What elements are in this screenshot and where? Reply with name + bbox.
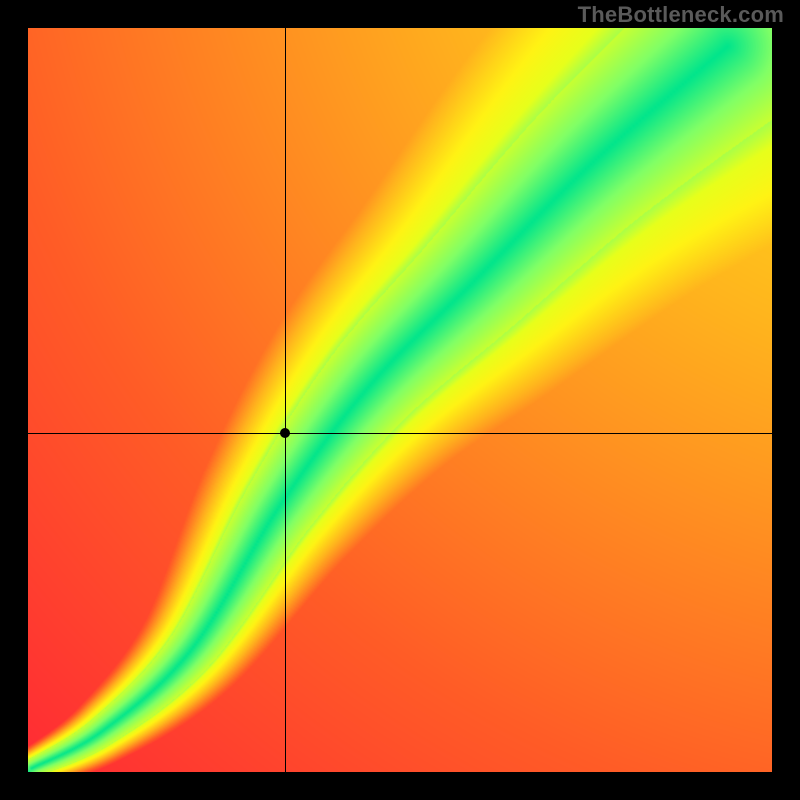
plot-border-right bbox=[772, 24, 776, 776]
plot-border-bottom bbox=[24, 772, 776, 776]
bottleneck-heatmap-canvas bbox=[28, 28, 772, 772]
crosshair-vertical bbox=[285, 28, 286, 772]
crosshair-horizontal bbox=[28, 433, 772, 434]
watermark-text: TheBottleneck.com bbox=[578, 2, 784, 28]
plot-border-left bbox=[24, 24, 28, 776]
crosshair-marker bbox=[280, 428, 290, 438]
